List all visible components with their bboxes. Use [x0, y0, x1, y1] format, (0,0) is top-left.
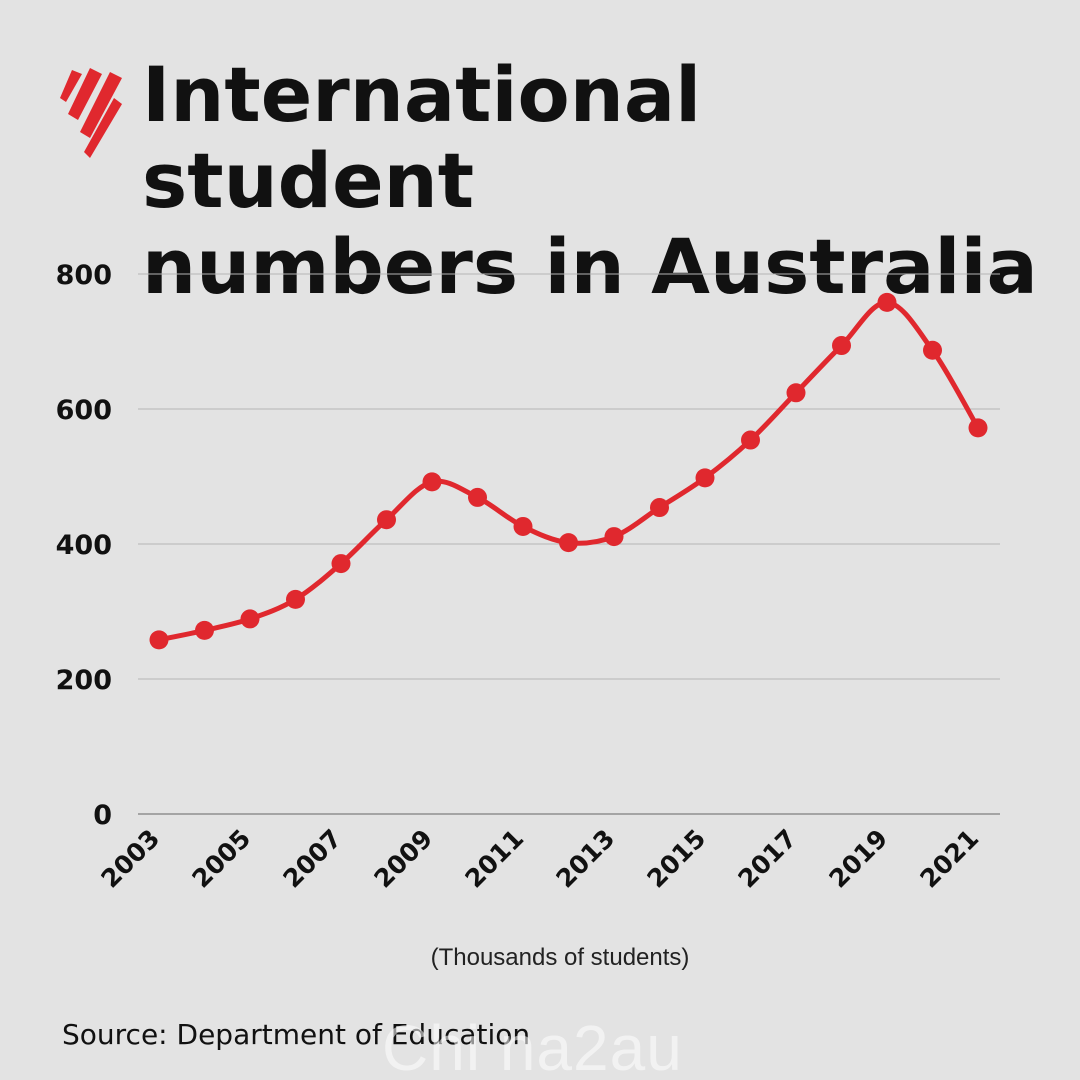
y-tick-label-600: 600	[56, 395, 112, 426]
data-point-2009	[422, 472, 442, 492]
data-point-2008	[377, 510, 396, 530]
x-tick-label-2007: 2007	[278, 824, 348, 894]
x-tick-label-2011: 2011	[460, 824, 530, 894]
x-tick-label-2009: 2009	[369, 824, 439, 894]
title-line-1: International student	[142, 50, 702, 225]
data-point-2005	[240, 609, 260, 629]
data-point-2014	[650, 498, 669, 518]
x-tick-label-2019: 2019	[824, 824, 894, 894]
y-tick-label-800: 800	[56, 260, 112, 291]
series-line	[156, 299, 981, 643]
x-tick-label-2015: 2015	[642, 824, 712, 894]
x-tick-label-2021: 2021	[915, 824, 985, 894]
data-point-2006	[286, 589, 305, 609]
y-axis-ticks: 0 200 400 600 800	[56, 260, 112, 831]
data-point-2011	[513, 516, 533, 536]
x-tick-label-2017: 2017	[733, 824, 803, 894]
watermark: Chi na2au	[382, 1012, 683, 1080]
y-tick-label-0: 0	[93, 800, 112, 831]
series-line-group	[156, 299, 981, 643]
data-point-2013	[604, 527, 624, 547]
data-point-2007	[331, 554, 351, 574]
data-point-2003	[149, 630, 169, 650]
data-point-2017	[786, 383, 806, 403]
data-point-2004	[195, 620, 214, 640]
data-points	[149, 292, 988, 650]
data-point-2016	[741, 430, 760, 450]
data-point-2019	[877, 292, 897, 312]
data-point-2015	[695, 468, 715, 488]
x-tick-label-2005: 2005	[187, 824, 257, 894]
unit-note: (Thousands of students)	[430, 944, 690, 971]
x-axis-ticks: 2003 2005 2007 2009 2011 2013 2015 2017 2019 2021	[96, 824, 985, 894]
data-point-2012	[559, 533, 578, 553]
sbs-logo-icon	[60, 68, 122, 158]
data-point-2021	[968, 418, 988, 438]
data-point-2018	[832, 336, 851, 356]
y-tick-label-400: 400	[56, 530, 112, 561]
y-tick-label-200: 200	[56, 665, 112, 696]
x-tick-label-2013: 2013	[551, 824, 621, 894]
data-point-2020	[923, 340, 942, 360]
x-tick-label-2003: 2003	[96, 824, 166, 894]
source-note: Source: Department of Education	[62, 1018, 531, 1051]
data-point-2010	[468, 487, 487, 507]
